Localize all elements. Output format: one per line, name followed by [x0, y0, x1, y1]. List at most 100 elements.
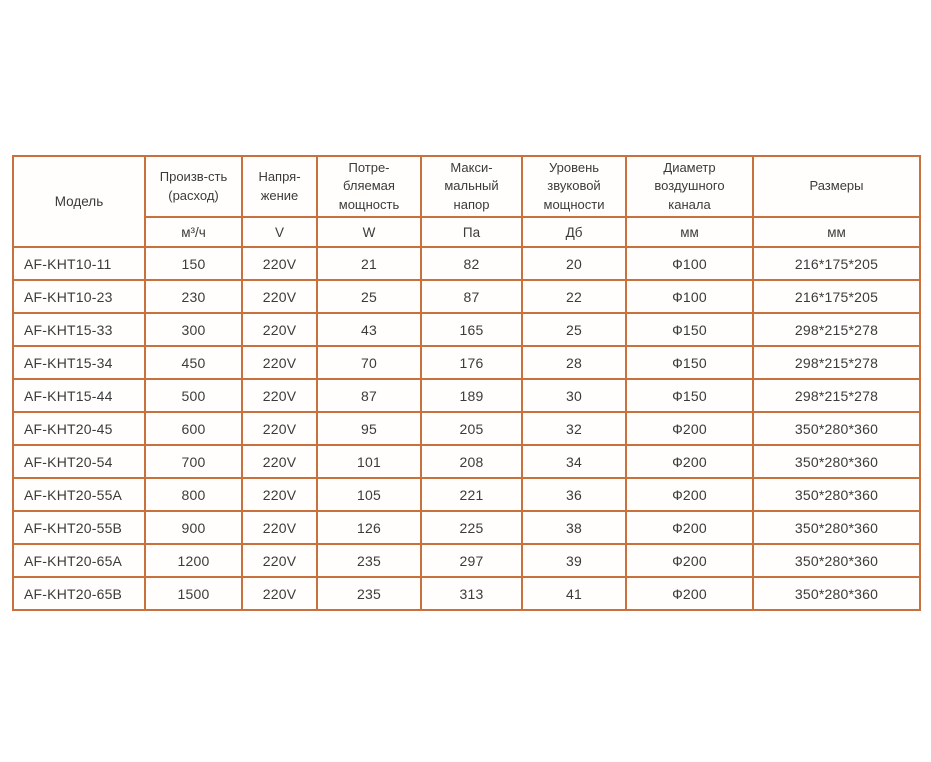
- value-cell: 313: [420, 576, 523, 612]
- value-cell: 41: [521, 576, 627, 612]
- value-cell: 220V: [241, 345, 318, 381]
- value-cell: 221: [420, 477, 523, 513]
- unit-noise: Дб: [521, 216, 627, 249]
- header-model: Модель: [12, 154, 146, 249]
- unit-flow: м³/ч: [144, 216, 243, 249]
- value-cell: 298*215*278: [752, 378, 921, 414]
- table-row: AF-KHT15-33 300 220V 43 165 25 Ф150 298*215*278: [12, 312, 921, 348]
- value-cell: 220V: [241, 477, 318, 513]
- model-cell: AF-KHT15-34: [12, 345, 146, 381]
- unit-voltage: V: [241, 216, 318, 249]
- header-flow: Произв-сть (расход): [144, 154, 243, 219]
- value-cell: 220V: [241, 576, 318, 612]
- value-cell: 350*280*360: [752, 411, 921, 447]
- value-cell: 225: [420, 510, 523, 546]
- value-cell: Ф150: [625, 312, 754, 348]
- value-cell: Ф200: [625, 444, 754, 480]
- value-cell: 220V: [241, 411, 318, 447]
- value-cell: 350*280*360: [752, 576, 921, 612]
- value-cell: 87: [420, 279, 523, 315]
- value-cell: 235: [316, 576, 422, 612]
- value-cell: 36: [521, 477, 627, 513]
- value-cell: 298*215*278: [752, 345, 921, 381]
- header-power: Потре- бляемая мощность: [316, 154, 422, 219]
- value-cell: 350*280*360: [752, 510, 921, 546]
- value-cell: 800: [144, 477, 243, 513]
- value-cell: 350*280*360: [752, 477, 921, 513]
- value-cell: 208: [420, 444, 523, 480]
- value-cell: 235: [316, 543, 422, 579]
- value-cell: 600: [144, 411, 243, 447]
- value-cell: 34: [521, 444, 627, 480]
- value-cell: 20: [521, 246, 627, 282]
- value-cell: 298*215*278: [752, 312, 921, 348]
- value-cell: 450: [144, 345, 243, 381]
- value-cell: 82: [420, 246, 523, 282]
- value-cell: 500: [144, 378, 243, 414]
- header-duct-diameter: Диаметр воздушного канала: [625, 154, 754, 219]
- unit-power: W: [316, 216, 422, 249]
- header-unit-row: м³/ч V W Па Дб мм мм: [13, 216, 921, 249]
- value-cell: 220V: [241, 543, 318, 579]
- value-cell: Ф200: [625, 576, 754, 612]
- model-cell: AF-KHT10-11: [12, 246, 146, 282]
- value-cell: Ф150: [625, 345, 754, 381]
- value-cell: 25: [521, 312, 627, 348]
- value-cell: 350*280*360: [752, 444, 921, 480]
- value-cell: 95: [316, 411, 422, 447]
- value-cell: 350*280*360: [752, 543, 921, 579]
- table-row: AF-KHT10-11 150 220V 21 82 20 Ф100 216*175*205: [12, 246, 921, 282]
- model-cell: AF-KHT10-23: [12, 279, 146, 315]
- value-cell: 70: [316, 345, 422, 381]
- value-cell: 230: [144, 279, 243, 315]
- value-cell: 165: [420, 312, 523, 348]
- table-row: AF-KHT10-23 230 220V 25 87 22 Ф100 216*175*205: [12, 279, 921, 315]
- model-cell: AF-KHT20-65A: [12, 543, 146, 579]
- value-cell: 32: [521, 411, 627, 447]
- value-cell: 39: [521, 543, 627, 579]
- value-cell: 220V: [241, 510, 318, 546]
- value-cell: Ф100: [625, 279, 754, 315]
- value-cell: 205: [420, 411, 523, 447]
- value-cell: Ф150: [625, 378, 754, 414]
- value-cell: 1200: [144, 543, 243, 579]
- table-row: AF-KHT20-54 700 220V 101 208 34 Ф200 350*280*36…: [12, 444, 921, 480]
- table-body: AF-KHT10-11 150 220V 21 82 20 Ф100 216*175*205 A…: [12, 246, 921, 612]
- value-cell: 105: [316, 477, 422, 513]
- header-pressure: Макси- мальный напор: [420, 154, 523, 219]
- value-cell: 150: [144, 246, 243, 282]
- value-cell: Ф200: [625, 510, 754, 546]
- value-cell: 216*175*205: [752, 279, 921, 315]
- model-cell: AF-KHT20-54: [12, 444, 146, 480]
- model-cell: AF-KHT15-33: [12, 312, 146, 348]
- header-noise: Уровень звуковой мощности: [521, 154, 627, 219]
- value-cell: 220V: [241, 279, 318, 315]
- value-cell: 22: [521, 279, 627, 315]
- model-cell: AF-KHT20-45: [12, 411, 146, 447]
- value-cell: 38: [521, 510, 627, 546]
- value-cell: 220V: [241, 312, 318, 348]
- value-cell: Ф100: [625, 246, 754, 282]
- table-row: AF-KHT20-55B 900 220V 126 225 38 Ф200 350*280*3…: [12, 510, 921, 546]
- value-cell: 189: [420, 378, 523, 414]
- table-row: AF-KHT20-65B 1500 220V 235 313 41 Ф200 350*280*…: [12, 576, 921, 612]
- value-cell: 21: [316, 246, 422, 282]
- value-cell: 126: [316, 510, 422, 546]
- value-cell: 220V: [241, 444, 318, 480]
- value-cell: Ф200: [625, 477, 754, 513]
- value-cell: 300: [144, 312, 243, 348]
- model-cell: AF-KHT20-55B: [12, 510, 146, 546]
- value-cell: 900: [144, 510, 243, 546]
- unit-dimensions: мм: [752, 216, 921, 249]
- header-dimensions: Размеры: [752, 154, 921, 219]
- value-cell: 297: [420, 543, 523, 579]
- header-voltage: Напря- жение: [241, 154, 318, 219]
- model-cell: AF-KHT20-55A: [12, 477, 146, 513]
- model-cell: AF-KHT15-44: [12, 378, 146, 414]
- value-cell: 1500: [144, 576, 243, 612]
- spec-table-container: Модель Произв-сть (расход) Напря- жение …: [12, 154, 921, 612]
- table-row: AF-KHT20-55A 800 220V 105 221 36 Ф200 350*280*3…: [12, 477, 921, 513]
- value-cell: Ф200: [625, 543, 754, 579]
- table-row: AF-KHT20-65A 1200 220V 235 297 39 Ф200 350*280*…: [12, 543, 921, 579]
- table-row: AF-KHT20-45 600 220V 95 205 32 Ф200 350*280*360: [12, 411, 921, 447]
